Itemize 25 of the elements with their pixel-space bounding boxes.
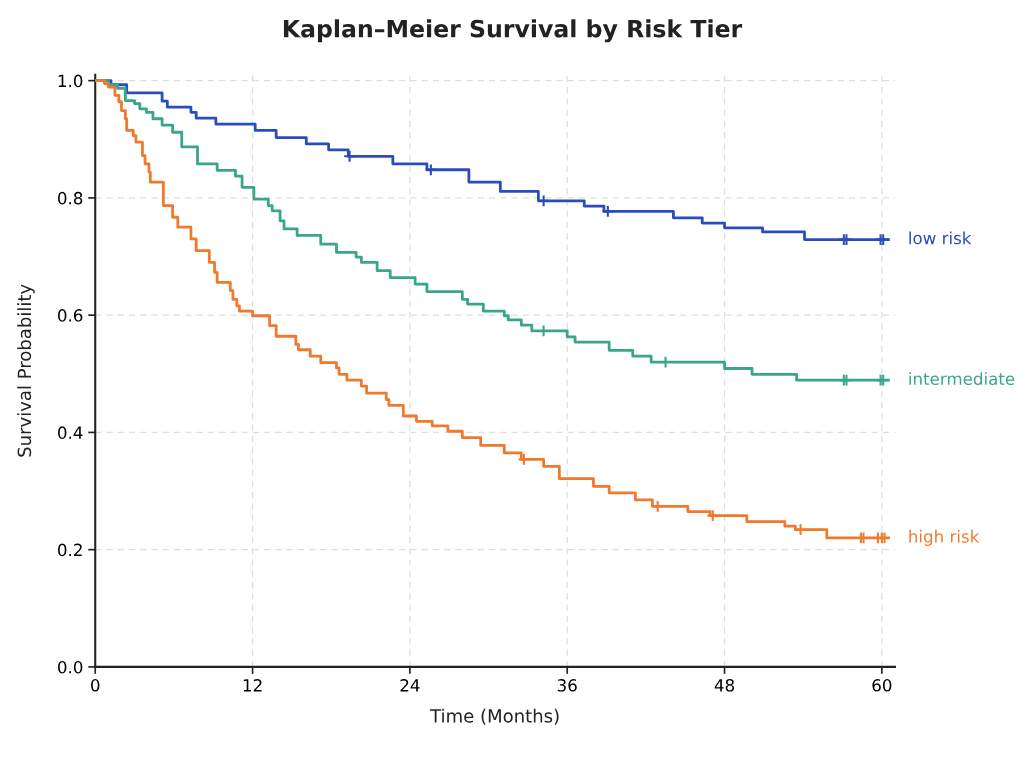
- x-tick-label: 60: [872, 679, 892, 692]
- series-label: intermediate: [909, 372, 1015, 386]
- point: [706, 509, 720, 523]
- y-axis-title: Survival Probability: [17, 284, 35, 457]
- y-tick-label: 0.8: [58, 191, 83, 205]
- y-tick-label: 0.2: [58, 543, 82, 557]
- y-tick-label: 0.0: [58, 660, 83, 674]
- x-tick-label: 48: [714, 679, 734, 692]
- x-tick-label: 36: [557, 679, 577, 692]
- y-tick-label: 0.4: [58, 426, 83, 439]
- point: [424, 163, 438, 177]
- x-axis-title: Time (Months): [430, 708, 559, 725]
- series-label: high risk: [909, 529, 980, 546]
- x-tick-label: 24: [400, 679, 420, 692]
- point: [343, 149, 356, 163]
- chart-title: Kaplan–Meier Survival by Risk Tier: [283, 19, 743, 43]
- x-tick-label: 12: [243, 679, 262, 692]
- point: [517, 452, 531, 466]
- point: [537, 194, 551, 208]
- point: [601, 204, 615, 218]
- y-tick-label: 1.0: [58, 74, 83, 88]
- y-tick-label: 0.6: [58, 309, 83, 322]
- point: [651, 499, 665, 513]
- x-tick-label: 0: [91, 679, 100, 692]
- series-label: low risk: [909, 231, 972, 245]
